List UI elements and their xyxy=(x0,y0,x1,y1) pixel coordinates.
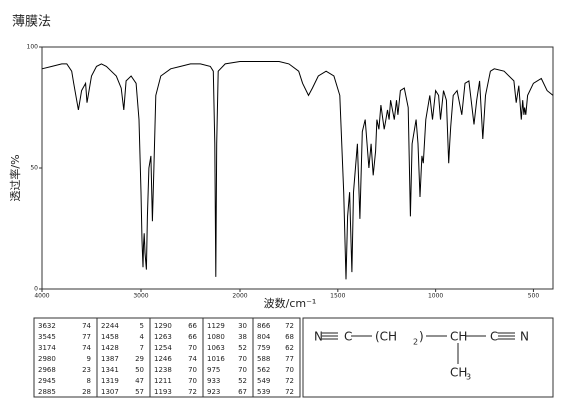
x-tick-label: 4000 xyxy=(34,293,49,300)
spectrum-line xyxy=(41,61,554,280)
peak-transmittance: 9 xyxy=(87,355,91,363)
peak-wavenumber: 1307 xyxy=(101,388,119,396)
peak-wavenumber: 1290 xyxy=(154,322,172,330)
x-axis-label: 波数/cm⁻¹ xyxy=(264,297,317,310)
peak-transmittance: 52 xyxy=(238,377,247,385)
x-tick-label: 2000 xyxy=(232,293,247,300)
peak-wavenumber: 1211 xyxy=(154,377,172,385)
peak-wavenumber: 1246 xyxy=(154,355,172,363)
peak-transmittance: 66 xyxy=(188,322,197,330)
peak-transmittance: 72 xyxy=(285,388,294,396)
peak-transmittance: 5 xyxy=(140,322,144,330)
peak-transmittance: 74 xyxy=(82,322,91,330)
peak-wavenumber: 933 xyxy=(207,377,220,385)
plot-frame xyxy=(41,46,554,290)
peak-wavenumber: 923 xyxy=(207,388,220,396)
peak-wavenumber: 2885 xyxy=(38,388,56,396)
structure-label: ) xyxy=(419,330,424,344)
peak-wavenumber: 2968 xyxy=(38,366,56,374)
peak-wavenumber: 1254 xyxy=(154,344,172,352)
structure-label: 2 xyxy=(413,338,418,347)
peak-wavenumber: 804 xyxy=(257,333,271,341)
peak-transmittance: 7 xyxy=(140,344,144,352)
peak-wavenumber: 1129 xyxy=(207,322,225,330)
peak-wavenumber: 549 xyxy=(257,377,270,385)
peak-wavenumber: 1387 xyxy=(101,355,119,363)
chart-title: 薄膜法 xyxy=(12,15,51,30)
x-tick-label: 500 xyxy=(528,293,540,300)
peak-wavenumber: 1238 xyxy=(154,366,172,374)
peak-wavenumber: 1319 xyxy=(101,377,119,385)
y-tick-label: 100 xyxy=(27,44,39,51)
structure-label: CH xyxy=(450,366,467,380)
peak-wavenumber: 1428 xyxy=(101,344,119,352)
peak-wavenumber: 1458 xyxy=(101,333,119,341)
peak-transmittance: 70 xyxy=(238,355,247,363)
peak-transmittance: 66 xyxy=(188,333,197,341)
peak-transmittance: 4 xyxy=(140,333,145,341)
peak-transmittance: 62 xyxy=(285,344,294,352)
peak-wavenumber: 2945 xyxy=(38,377,56,385)
structure-bonds xyxy=(322,332,515,364)
x-tick-label: 1000 xyxy=(428,293,443,300)
peak-wavenumber: 3632 xyxy=(38,322,56,330)
structure-frame xyxy=(302,317,554,398)
peak-transmittance: 70 xyxy=(285,366,294,374)
peak-transmittance: 68 xyxy=(285,333,294,341)
structure-label: N xyxy=(314,330,323,344)
peak-wavenumber: 759 xyxy=(257,344,270,352)
peak-wavenumber: 1080 xyxy=(207,333,225,341)
peak-transmittance: 57 xyxy=(135,388,144,396)
structure-label: 3 xyxy=(466,373,471,382)
peak-wavenumber: 3174 xyxy=(38,344,56,352)
peak-transmittance: 72 xyxy=(188,388,197,396)
peak-transmittance: 77 xyxy=(82,333,91,341)
structure-label: (CH xyxy=(375,330,397,344)
x-tick-label: 1500 xyxy=(330,293,345,300)
peak-wavenumber: 1016 xyxy=(207,355,225,363)
peak-transmittance: 74 xyxy=(82,344,91,352)
peak-wavenumber: 562 xyxy=(257,366,270,374)
peak-wavenumber: 1263 xyxy=(154,333,172,341)
y-tick-label: 50 xyxy=(30,165,38,172)
peak-transmittance: 70 xyxy=(188,377,197,385)
structure-label: C xyxy=(344,330,352,344)
peak-wavenumber: 2980 xyxy=(38,355,56,363)
peak-transmittance: 23 xyxy=(82,366,91,374)
peak-wavenumber: 3545 xyxy=(38,333,56,341)
peak-wavenumber: 539 xyxy=(257,388,270,396)
peak-transmittance: 72 xyxy=(285,377,294,385)
peak-wavenumber: 1063 xyxy=(207,344,225,352)
peak-transmittance: 67 xyxy=(238,388,247,396)
peak-wavenumber: 866 xyxy=(257,322,271,330)
peak-wavenumber: 1341 xyxy=(101,366,119,374)
peak-wavenumber: 2244 xyxy=(101,322,119,330)
peak-transmittance: 72 xyxy=(285,322,294,330)
structure-label: CH xyxy=(450,330,467,344)
peak-transmittance: 70 xyxy=(188,366,197,374)
peak-transmittance: 70 xyxy=(188,344,197,352)
peak-wavenumber: 1193 xyxy=(154,388,172,396)
y-axis-label: 透过率/% xyxy=(8,154,22,201)
peak-transmittance: 70 xyxy=(238,366,247,374)
peak-transmittance: 74 xyxy=(188,355,197,363)
peak-transmittance: 8 xyxy=(87,377,91,385)
peak-transmittance: 38 xyxy=(238,333,247,341)
y-tick-label: 0 xyxy=(34,286,38,293)
peak-transmittance: 50 xyxy=(135,366,144,374)
peak-transmittance: 47 xyxy=(135,377,144,385)
peak-transmittance: 30 xyxy=(238,322,247,330)
peak-wavenumber: 975 xyxy=(207,366,220,374)
peak-transmittance: 77 xyxy=(285,355,294,363)
peak-table-frame xyxy=(33,317,301,398)
structure-label: N xyxy=(520,330,529,344)
peak-transmittance: 29 xyxy=(135,355,144,363)
peak-transmittance: 52 xyxy=(238,344,247,352)
structure-label: C xyxy=(490,330,498,344)
x-tick-label: 3000 xyxy=(133,293,148,300)
peak-transmittance: 28 xyxy=(82,388,91,396)
peak-wavenumber: 588 xyxy=(257,355,270,363)
